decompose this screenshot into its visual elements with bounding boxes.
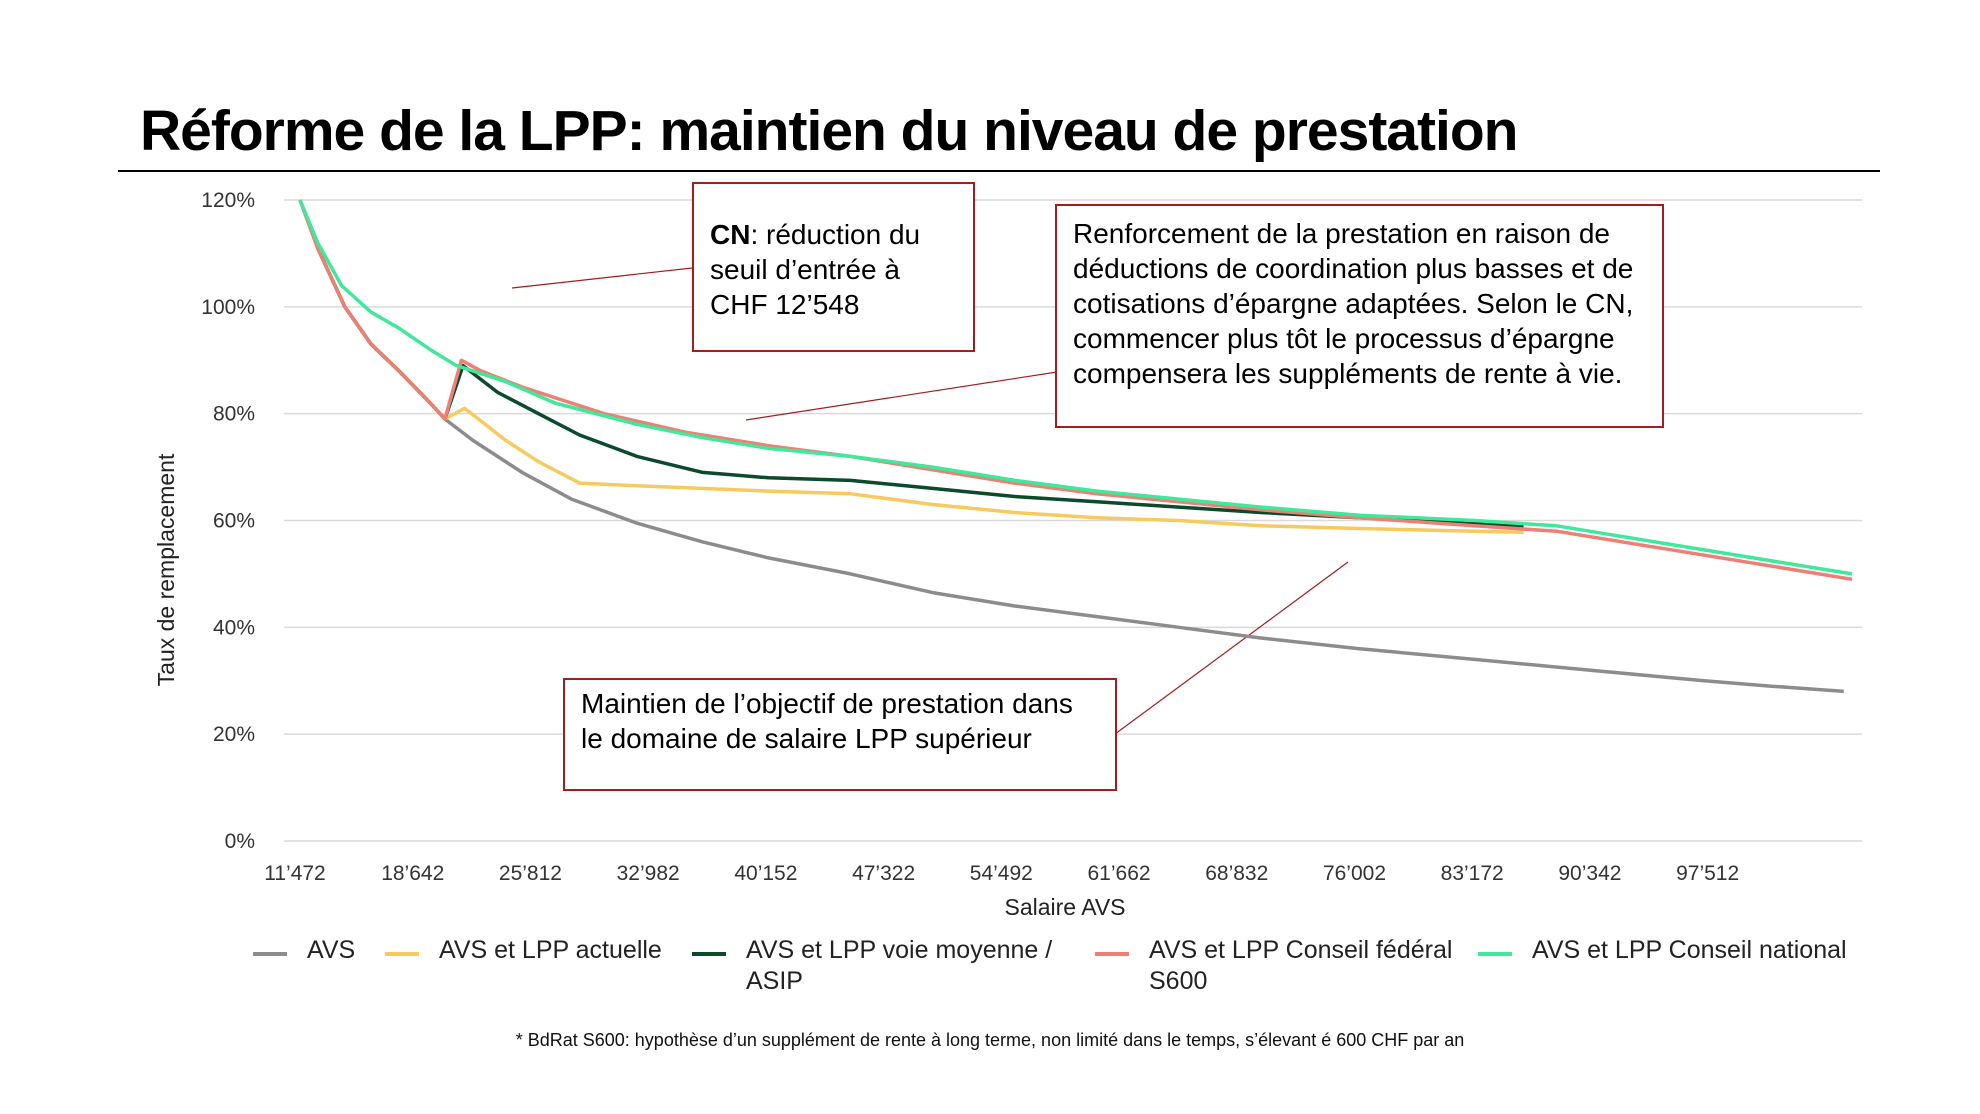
y-tick-label: 80% — [213, 403, 255, 426]
x-tick-label: 61’662 — [1088, 862, 1151, 885]
y-tick-label: 20% — [213, 723, 255, 746]
annotation-cn-text: : réduction du seuil d’entrée à CHF 12’5… — [710, 219, 921, 320]
annotation-leader-lines — [511, 267, 1349, 735]
x-tick-label: 32’982 — [617, 862, 680, 885]
y-tick-label: 60% — [213, 510, 255, 533]
y-axis-title: Taux de remplacement — [153, 453, 179, 686]
x-axis-title: Salaire AVS — [1004, 894, 1125, 920]
x-tick-label: 76’002 — [1323, 862, 1386, 885]
legend-item-avs: AVS — [253, 935, 355, 966]
legend-item-lpp-actuelle: AVS et LPP actuelle — [385, 935, 662, 966]
annotation-maintain-objective: Maintien de l’objectif de prestation dan… — [563, 678, 1117, 791]
legend-label: AVS — [307, 936, 356, 964]
legend-label: AVS et LPP voie moyenne / ASIP — [746, 936, 1053, 995]
x-tick-label: 68’832 — [1205, 862, 1268, 885]
x-tick-label: 40’152 — [734, 862, 797, 885]
x-tick-label: 18’642 — [381, 862, 444, 885]
x-tick-label: 47’322 — [852, 862, 915, 885]
footnote: * BdRat S600: hypothèse d’un supplément … — [515, 1030, 1465, 1050]
annotation-cn-bold: CN — [710, 219, 751, 250]
annotation-cn-threshold: CN: réduction du seuil d’entrée à CHF 12… — [692, 182, 975, 352]
legend-label: AVS et LPP Conseil national — [1532, 936, 1847, 964]
series-lines — [298, 199, 1853, 694]
legend-swatch — [1095, 952, 1129, 956]
leader-line — [745, 371, 1058, 421]
series-line — [298, 199, 1853, 576]
y-tick-label: 0% — [225, 830, 255, 853]
x-tick-label: 11’472 — [264, 862, 326, 885]
title-divider — [118, 170, 1880, 172]
legend-swatch — [253, 952, 287, 956]
legend-swatch — [1478, 952, 1512, 956]
legend-swatch — [692, 952, 726, 956]
x-tick-label: 97’512 — [1676, 862, 1739, 885]
x-tick-label: 90’342 — [1558, 862, 1621, 885]
x-tick-label: 54’492 — [970, 862, 1033, 885]
legend-label: AVS et LPP Conseil fédéral S600 — [1149, 936, 1453, 995]
legend-swatch — [385, 952, 419, 956]
x-tick-label: 83’172 — [1441, 862, 1504, 885]
annotation-strengthening: Renforcement de la prestation en raison … — [1055, 204, 1664, 428]
x-tick-label: 25’812 — [499, 862, 562, 885]
series-line — [298, 199, 1853, 582]
legend-item-voie-moyenne: AVS et LPP voie moyenne / ASIP — [692, 935, 1091, 997]
page-title: Réforme de la LPP: maintien du niveau de… — [140, 99, 1518, 163]
legend-label: AVS et LPP actuelle — [439, 936, 662, 964]
legend-item-conseil-national: AVS et LPP Conseil national — [1478, 935, 1847, 966]
chart-legend: AVS AVS et LPP actuelle AVS et LPP voie … — [0, 935, 1980, 1005]
leader-line — [1114, 561, 1349, 735]
y-tick-labels: 0% 20% 40% 60% 80% 100% 120% — [201, 189, 255, 853]
y-tick-label: 120% — [201, 189, 255, 212]
y-tick-label: 100% — [201, 296, 255, 319]
x-tick-labels: 11’472 18’642 25’812 32’982 40’152 47’322 54’4… — [264, 862, 1739, 885]
leader-line — [511, 267, 693, 289]
legend-item-conseil-federal: AVS et LPP Conseil fédéral S600 — [1095, 935, 1484, 997]
y-tick-label: 40% — [213, 616, 255, 639]
